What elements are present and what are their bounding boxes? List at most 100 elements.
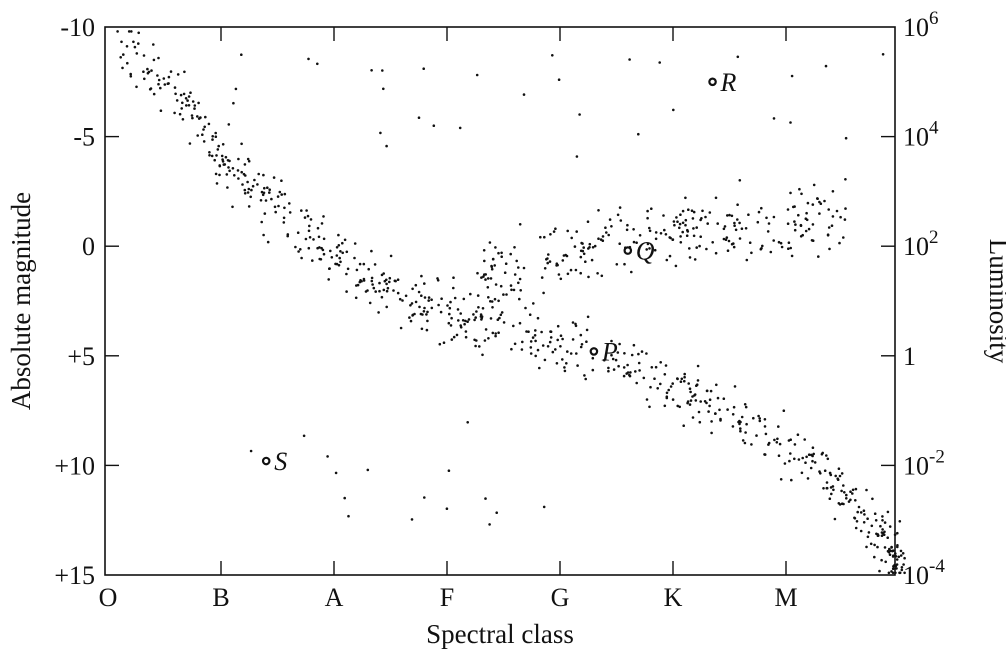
star-point <box>686 400 690 403</box>
star-point <box>500 311 504 314</box>
star-point <box>672 108 675 112</box>
star-point <box>262 191 266 195</box>
star-point <box>756 220 760 224</box>
star-point <box>659 382 662 386</box>
star-point <box>863 513 866 516</box>
star-s-label: S <box>274 447 287 476</box>
star-point <box>504 262 508 266</box>
star-point <box>300 209 303 212</box>
star-point <box>426 310 429 314</box>
star-point <box>493 264 497 267</box>
star-point <box>449 300 452 304</box>
star-point <box>586 220 590 223</box>
star-point <box>208 154 211 157</box>
star-point <box>671 238 674 241</box>
star-point <box>699 218 702 222</box>
star-point <box>423 496 426 499</box>
star-point <box>488 523 491 526</box>
star-point <box>741 439 745 442</box>
star-point <box>645 398 649 401</box>
star-point <box>335 246 339 249</box>
star-point <box>854 526 858 530</box>
star-point <box>490 300 494 303</box>
star-point <box>243 188 247 192</box>
star-point <box>466 320 469 324</box>
star-point <box>500 251 503 255</box>
star-point <box>204 115 207 119</box>
star-point <box>671 382 674 385</box>
star-point <box>782 409 786 413</box>
star-point <box>664 364 668 367</box>
star-point <box>368 301 372 305</box>
star-point <box>665 391 669 395</box>
y-tick-label: +10 <box>54 451 95 480</box>
star-point <box>169 70 173 73</box>
star-point <box>135 85 138 89</box>
star-point <box>831 215 835 218</box>
star-point <box>615 263 619 266</box>
star-point <box>727 239 731 243</box>
star-point <box>532 302 535 305</box>
star-point <box>823 199 826 203</box>
star-point <box>662 214 665 217</box>
star-point <box>685 234 689 237</box>
star-point <box>345 290 348 293</box>
star-point <box>680 377 684 381</box>
star-point <box>730 242 734 246</box>
star-point <box>159 109 163 112</box>
star-point <box>166 82 170 85</box>
star-point <box>625 228 629 232</box>
star-point <box>859 511 863 514</box>
star-point <box>481 307 485 310</box>
star-point <box>608 218 612 221</box>
star-point <box>190 114 194 117</box>
star-point <box>197 117 201 120</box>
star-point <box>853 516 856 520</box>
star-point <box>339 260 342 264</box>
star-point <box>534 329 537 332</box>
star-point <box>478 345 481 348</box>
star-point <box>826 234 830 237</box>
star-point <box>543 358 547 362</box>
star-point <box>801 456 804 460</box>
star-point <box>888 525 892 528</box>
star-point <box>436 279 440 282</box>
star-point <box>793 443 797 446</box>
star-point <box>312 238 315 241</box>
star-point <box>760 206 763 210</box>
star-point <box>763 418 767 421</box>
star-point <box>421 313 424 316</box>
star-point <box>232 101 235 105</box>
star-point <box>358 280 362 284</box>
star-point <box>891 567 895 570</box>
star-point <box>692 227 695 230</box>
star-point <box>126 61 129 65</box>
star-point <box>760 247 763 250</box>
y2-tick-label: 106 <box>903 8 939 42</box>
star-point <box>459 312 463 315</box>
star-point <box>519 289 522 292</box>
star-point <box>604 226 607 229</box>
y-axis-title: Absolute magnitude <box>6 192 36 410</box>
star-point <box>187 95 191 98</box>
marked-stars: R Q P S <box>261 68 737 476</box>
star-point <box>319 258 323 261</box>
star-point <box>374 290 378 293</box>
star-point <box>843 218 847 221</box>
star-point <box>801 233 804 237</box>
star-point <box>427 299 431 302</box>
star-point <box>681 230 684 234</box>
star-point <box>263 186 266 190</box>
star-point <box>529 340 533 343</box>
star-point <box>610 353 613 357</box>
star-point <box>619 219 623 222</box>
star-point <box>157 78 161 82</box>
star-point <box>227 166 230 169</box>
star-point <box>329 249 332 253</box>
x-axis-title: Spectral class <box>426 619 574 649</box>
star-point <box>650 207 653 210</box>
star-point <box>512 288 516 292</box>
star-point <box>779 478 783 481</box>
star-point <box>423 306 426 310</box>
star-point <box>223 163 227 166</box>
